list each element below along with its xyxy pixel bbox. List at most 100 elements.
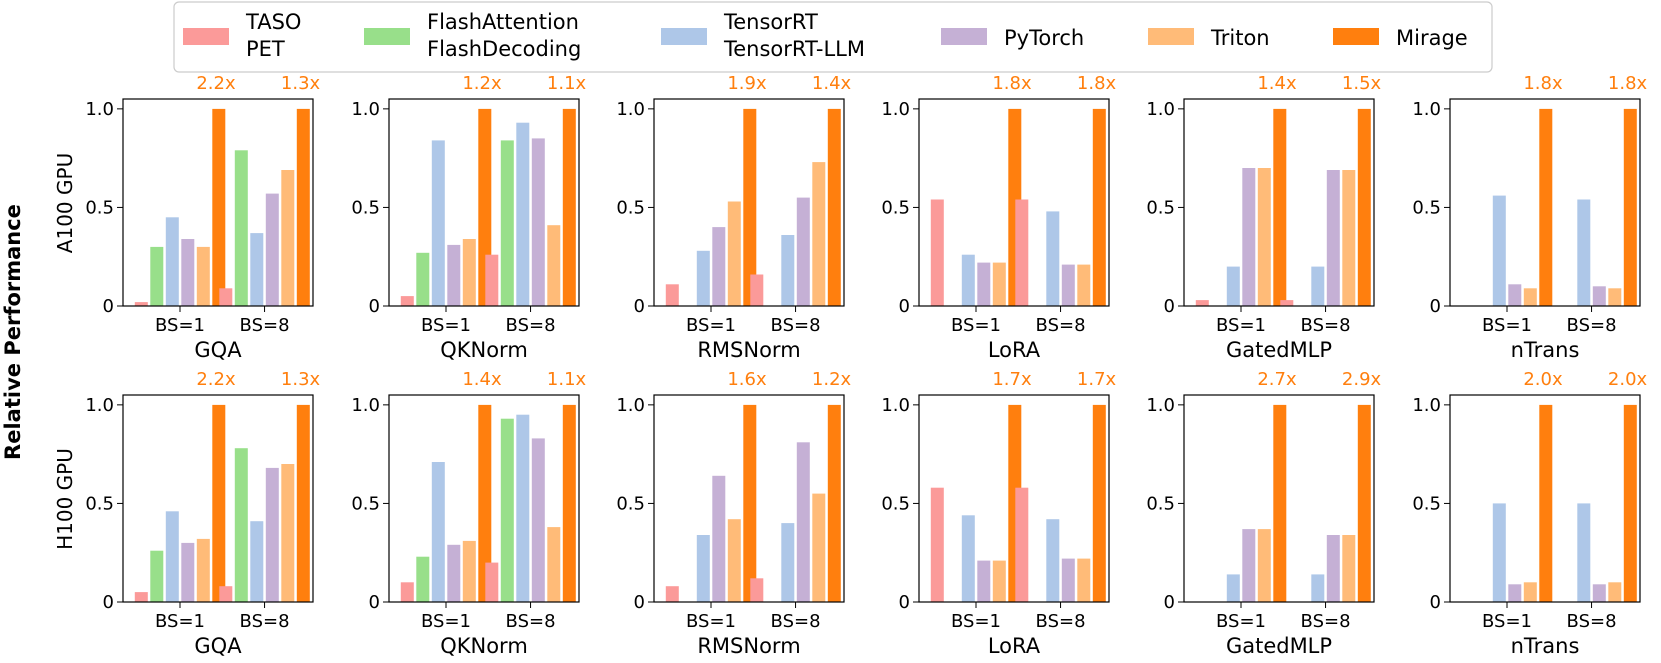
bar-pytorch-BS8 [1061,558,1075,602]
y-tick-label: 1.0 [616,99,645,120]
panel-8: BS=1 1.6x BS=8 1.2x 0 0.5 1.0 RMSNorm [616,369,851,658]
y-tick-label: 1.0 [351,99,380,120]
bar-flash-BS8 [234,448,248,602]
bar-tensorrt-BS8 [516,414,530,602]
bar-triton-BS8 [1077,558,1091,602]
bar-triton-BS1 [462,540,476,602]
speedup-label: 1.2x [462,73,502,94]
bar-mirage-BS1 [743,404,757,602]
bar-taso_pet-BS8 [1015,199,1029,306]
bar-tensorrt-BS8 [516,122,530,306]
bar-tensorrt-BS8 [1311,574,1325,602]
speedup-label: 1.8x [1608,73,1648,94]
legend-swatch-tensorrt [661,28,707,45]
x-axis-label: LoRA [988,338,1041,362]
panel-11: BS=1 2.0x BS=8 2.0x 0 0.5 1.0 nTrans [1412,369,1647,658]
x-tick-label: BS=1 [1216,315,1266,336]
bar-mirage-BS8 [1357,404,1371,602]
bar-triton-BS1 [196,538,210,602]
panel-9: BS=1 1.7x BS=8 1.7x 0 0.5 1.0 LoRA [881,369,1116,658]
legend-label-pytorch: PyTorch [1004,26,1084,50]
bar-tensorrt-BS1 [961,254,975,306]
y-tick-label: 0.5 [351,197,380,218]
x-axis-label: QKNorm [440,338,528,362]
bar-pytorch-BS1 [712,475,726,602]
bar-pytorch-BS1 [447,244,461,306]
bar-pytorch-BS1 [1508,284,1522,306]
y-tick-label: 0.5 [351,493,380,514]
legend-label-flash-0: FlashAttention [427,10,579,34]
legend-swatch-pytorch [941,28,987,45]
y-tick-label: 0 [1164,296,1175,317]
bar-triton-BS1 [727,201,741,306]
panel-2: BS=1 1.9x BS=8 1.4x 0 0.5 1.0 RMSNorm [616,73,851,362]
plot-frame [1183,98,1375,307]
y-tick-label: 1.0 [881,99,910,120]
y-tick-label: 1.0 [351,395,380,416]
x-axis-label: RMSNorm [697,634,800,658]
bar-taso_pet-BS8 [1280,300,1294,306]
bar-tensorrt-BS1 [696,535,710,602]
x-tick-label: BS=8 [506,611,556,632]
plot-frame [653,394,845,603]
y-tick-label: 0 [634,592,645,613]
y-tick-label: 0.5 [1146,493,1175,514]
speedup-label: 2.9x [1342,369,1382,390]
y-tick-label: 0 [369,592,380,613]
plot-frame [653,98,845,307]
bar-mirage-BS1 [1273,108,1287,307]
panel-7: BS=1 1.4x BS=8 1.1x 0 0.5 1.0 QKNorm [351,369,586,658]
y-tick-label: 1.0 [881,395,910,416]
bar-tensorrt-BS1 [1492,195,1506,306]
y-tick-label: 0 [369,296,380,317]
bar-pytorch-BS1 [181,542,195,602]
x-tick-label: BS=1 [155,611,205,632]
bar-tensorrt-BS1 [1492,503,1506,602]
bar-triton-BS8 [812,493,826,602]
bar-taso_pet-BS1 [134,302,148,306]
x-tick-label: BS=1 [686,315,736,336]
x-tick-label: BS=8 [506,315,556,336]
panel-0: BS=1 2.2x BS=8 1.3x 0 0.5 1.0 GQA [85,73,320,362]
x-tick-label: BS=1 [155,315,205,336]
x-tick-label: BS=1 [1482,315,1532,336]
x-tick-label: BS=8 [240,315,290,336]
bar-tensorrt-BS1 [1226,266,1240,306]
speedup-label: 2.0x [1523,369,1563,390]
bar-pytorch-BS8 [265,193,279,306]
plot-frame [388,394,580,603]
y-tick-label: 0.5 [85,493,114,514]
bar-pytorch-BS1 [1242,529,1256,602]
x-tick-label: BS=1 [951,315,1001,336]
x-tick-label: BS=8 [240,611,290,632]
legend-label-tensorrt-0: TensorRT [723,10,818,34]
bar-taso_pet-BS8 [485,562,499,602]
plot-frame [1449,98,1641,307]
bar-mirage-BS8 [1092,108,1106,307]
y-tick-label: 0 [899,592,910,613]
bar-tensorrt-BS8 [781,523,795,602]
legend-swatch-mirage [1333,28,1379,45]
panel-4: BS=1 1.4x BS=8 1.5x 0 0.5 1.0 GatedMLP [1146,73,1381,362]
bar-pytorch-BS8 [1326,170,1340,306]
bar-taso_pet-BS8 [1015,487,1029,602]
speedup-label: 1.1x [547,369,587,390]
plot-frame [918,394,1110,603]
bar-tensorrt-BS8 [1311,266,1325,306]
legend-label-tensorrt-1: TensorRT-LLM [723,37,865,61]
bar-pytorch-BS8 [531,438,545,602]
bar-tensorrt-BS1 [961,515,975,602]
bar-triton-BS8 [547,527,561,602]
figure-ylabel: Relative Performance [1,204,25,460]
bar-flash-BS8 [500,140,514,306]
bar-taso_pet-BS1 [665,284,679,306]
x-tick-label: BS=8 [1301,611,1351,632]
bar-triton-BS8 [1077,264,1091,306]
bar-tensorrt-BS8 [1046,519,1060,602]
bar-pytorch-BS1 [447,544,461,602]
bar-flash-BS1 [416,252,430,306]
bar-triton-BS8 [812,162,826,306]
legend-frame [173,1,1493,73]
bar-pytorch-BS8 [1592,286,1606,306]
